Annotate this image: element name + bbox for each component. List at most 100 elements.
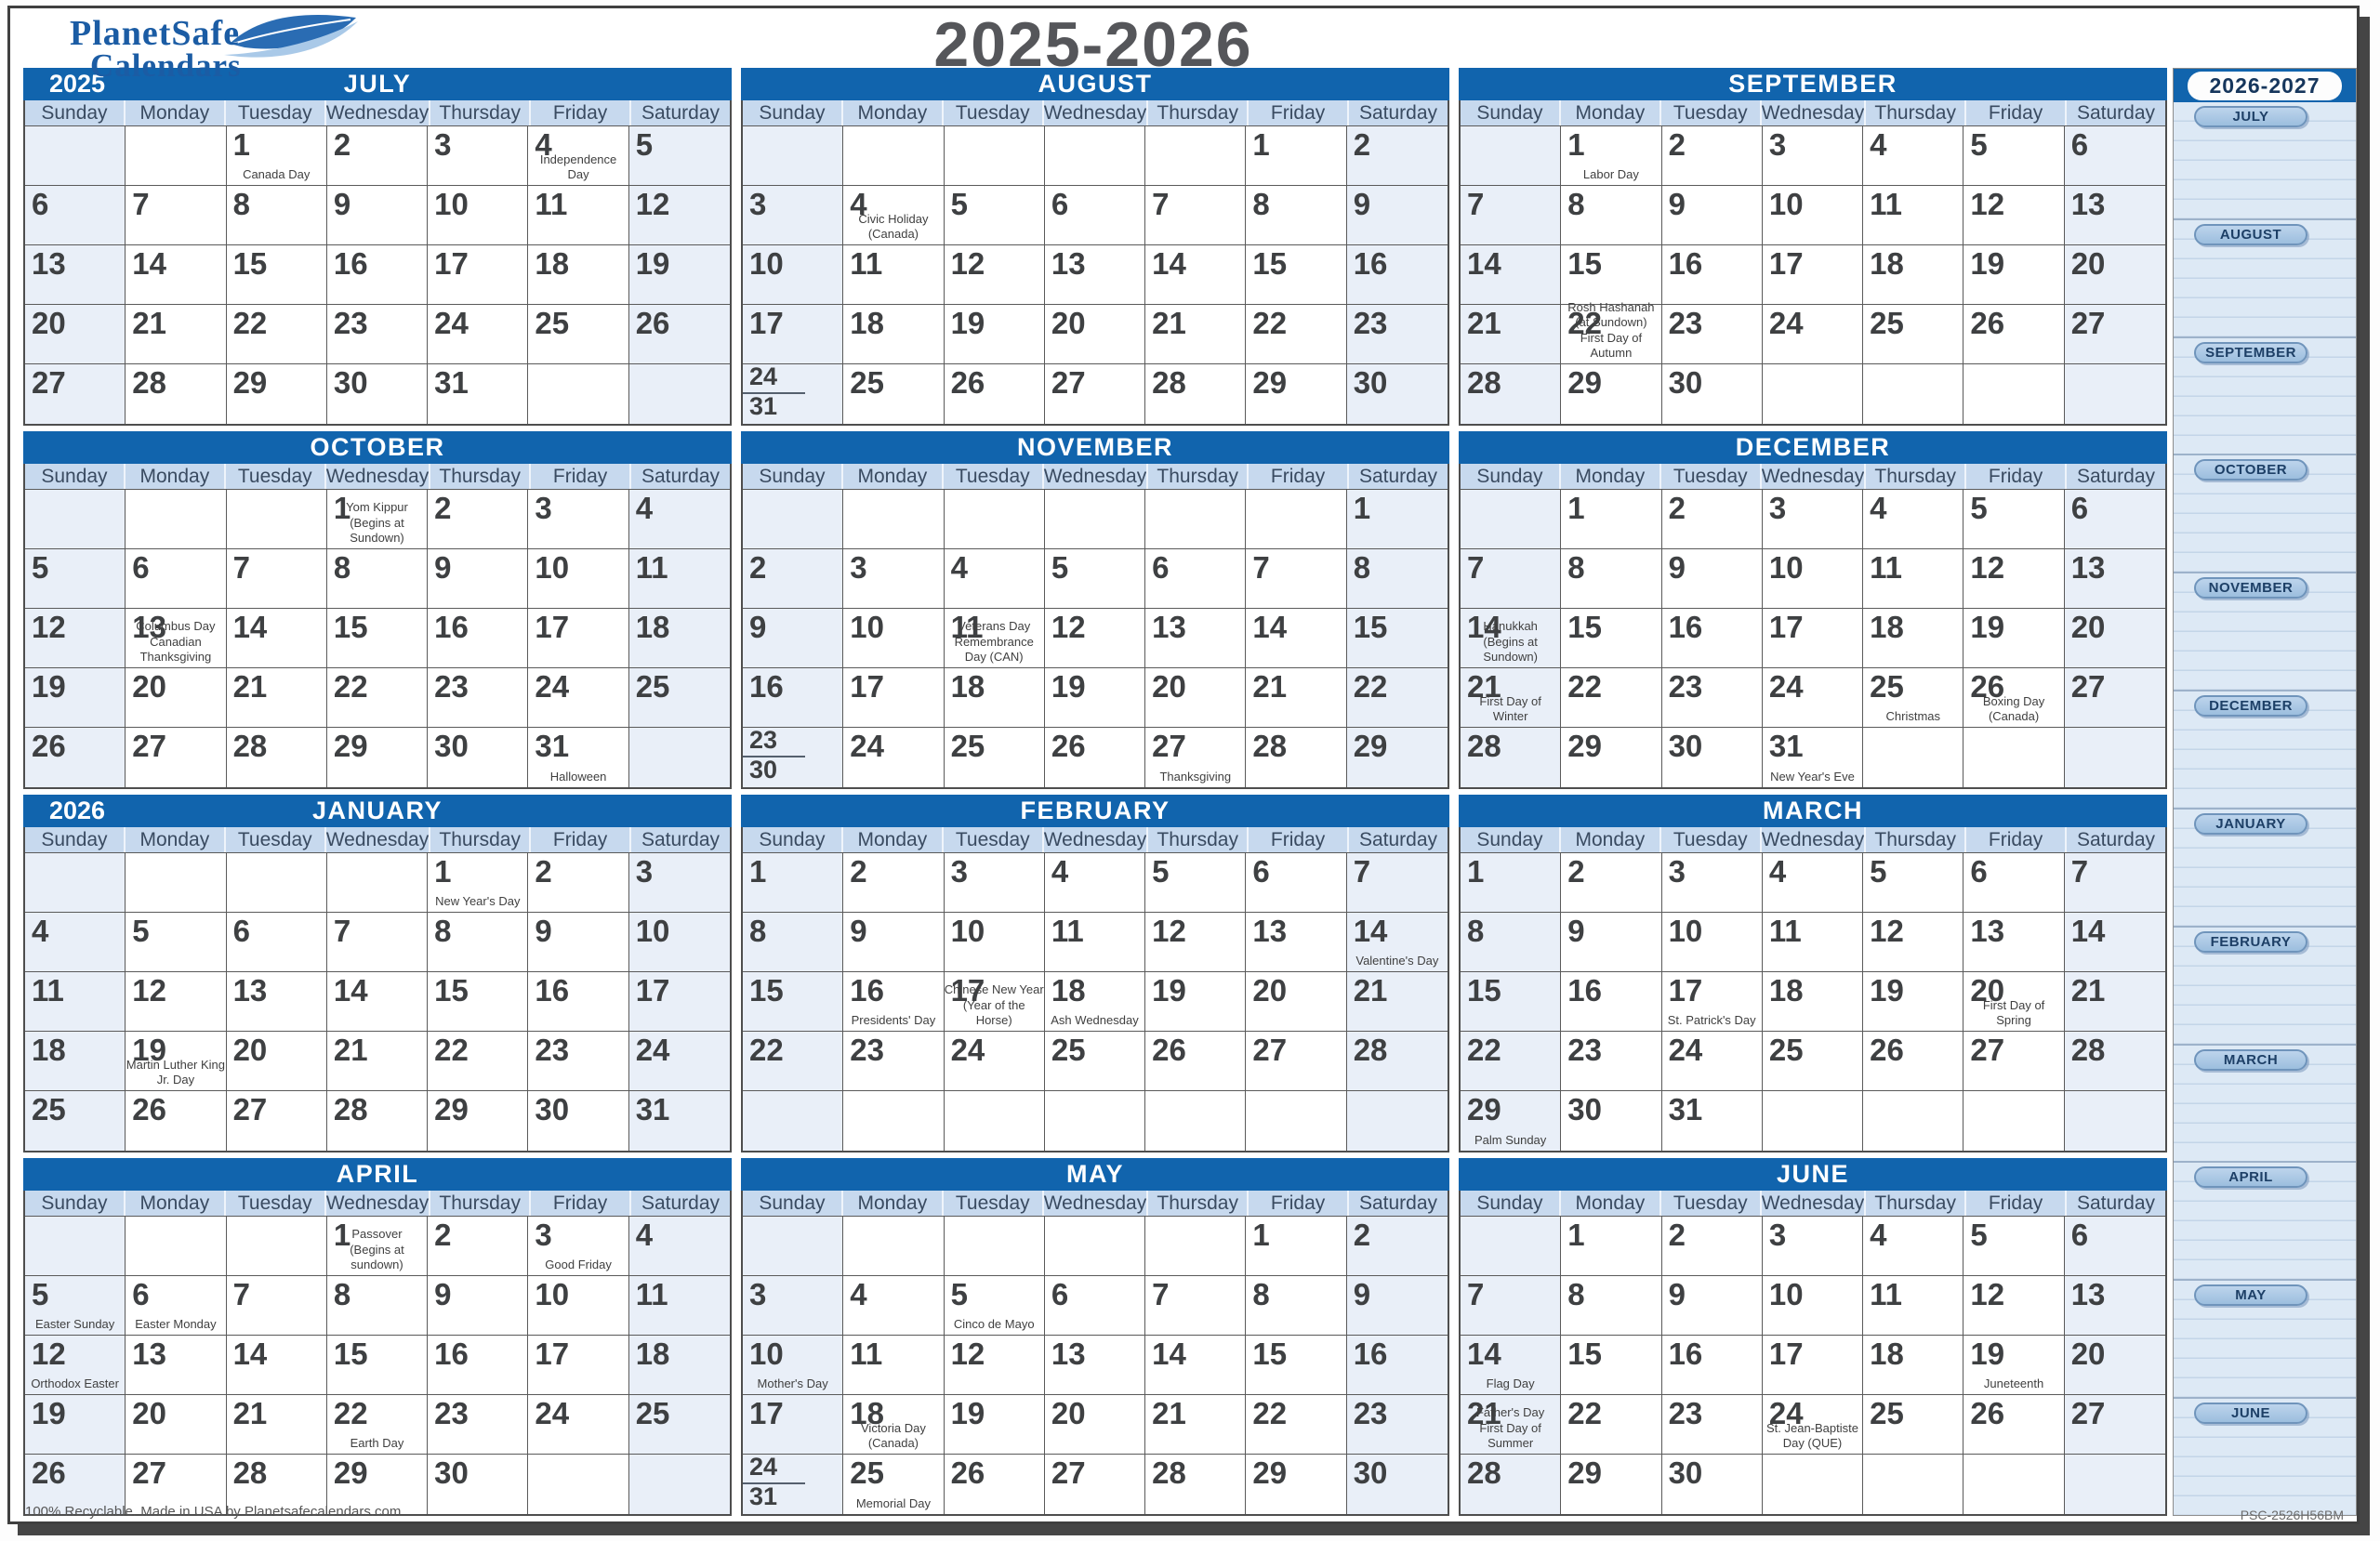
day-number: 31 [1768, 729, 1804, 763]
day-cell: 23 [326, 305, 429, 364]
day-number: 25 [535, 306, 570, 340]
day-number: 1 [333, 1218, 351, 1252]
day-cell: 25 [843, 364, 945, 424]
day-number: 2 [1353, 127, 1371, 162]
day-number: 30 [749, 756, 778, 784]
day-cell: 25 [628, 1395, 730, 1455]
day-cell: 9 [1661, 1276, 1763, 1336]
day-number: 28 [232, 729, 268, 763]
day-number: 19 [1152, 973, 1186, 1008]
day-number: 20 [132, 669, 166, 704]
day-number: 9 [1668, 550, 1686, 585]
day-cell: 21 [126, 305, 227, 364]
day-cell: 19 [25, 668, 126, 728]
day-number: 8 [434, 914, 452, 948]
day-cell: 1 Passover (Begins at sundown) [326, 1217, 429, 1276]
day-number: 27 [32, 365, 66, 400]
day-cell: 5 Easter Sunday [25, 1276, 126, 1336]
day-number: 13 [132, 610, 166, 644]
day-number: 8 [1567, 550, 1585, 585]
day-cell [1863, 728, 1964, 787]
day-number: 8 [1567, 1277, 1585, 1311]
day-number: 30 [434, 1455, 469, 1490]
day-cell: 18 [628, 1336, 730, 1395]
day-number: 22 [1567, 306, 1602, 340]
day-cell: 3 [843, 549, 945, 609]
day-cell: 26 [126, 1091, 227, 1151]
day-number: 6 [1152, 550, 1170, 585]
day-cell: 25 [528, 305, 629, 364]
day-number: 22 [1567, 669, 1602, 704]
day-cell: 10 [1661, 913, 1763, 972]
logo-line2: Calendars [90, 47, 242, 84]
day-cell: 2 [1661, 126, 1763, 186]
day-number: 14 [2070, 914, 2106, 948]
day-number: 30 [1668, 1455, 1703, 1490]
day-cell: 3 [1762, 490, 1864, 549]
day-cell: 26 [1964, 1395, 2065, 1455]
day-cell: 10 [1762, 1276, 1864, 1336]
weekday-label: Friday [529, 827, 629, 852]
day-cell: 23 [428, 1395, 529, 1455]
day-number: 22 [232, 306, 268, 340]
day-number: 25 [850, 365, 884, 400]
weekday-label: Wednesday [1041, 827, 1147, 852]
weekday-label: Tuesday [941, 100, 1042, 125]
day-cell [1964, 1455, 2065, 1514]
month-name: MAY [1065, 1160, 1125, 1188]
day-cell: 22 [326, 668, 429, 728]
day-cell: 1 [1246, 126, 1347, 186]
day-cell: 15 [1561, 609, 1662, 668]
day-cell: 29 [1246, 364, 1347, 424]
day-cell: 25 [1863, 305, 1964, 364]
day-number: 25 [1870, 1396, 1904, 1430]
day-cell: 24 [628, 1032, 730, 1091]
day-cell: 8 [428, 913, 529, 972]
day-cell: 6 [1246, 853, 1347, 913]
day-cell: 20 [1044, 305, 1146, 364]
day-cell [226, 853, 327, 913]
day-number: 13 [1051, 246, 1086, 281]
day-number: 5 [32, 550, 49, 585]
day-number: 4 [1870, 1218, 1887, 1252]
day-number: 20 [232, 1033, 268, 1067]
holiday-label: Independence Day [539, 151, 617, 181]
day-cell: 11 [1044, 913, 1146, 972]
weekday-label: Monday [1558, 1191, 1659, 1216]
day-number: 3 [1668, 854, 1686, 889]
day-cell: 2 [428, 1217, 529, 1276]
day-number: 16 [1668, 246, 1703, 281]
day-cell: 30 [1346, 1455, 1448, 1514]
day-cell: 15 [743, 972, 844, 1032]
day-number: 19 [1970, 246, 2005, 281]
month-name: AUGUST [1038, 70, 1153, 98]
day-number: 11 [950, 610, 984, 644]
day-number: 30 [333, 365, 368, 400]
day-number: 7 [1467, 550, 1485, 585]
day-cell: 22 Earth Day [326, 1395, 429, 1455]
weekday-label: Monday [123, 827, 224, 852]
day-cell: 4 Independence Day [528, 126, 629, 186]
day-cell: 19 [25, 1395, 126, 1455]
day-number: 24 [1768, 669, 1804, 704]
day-cell: 13 [1044, 1336, 1146, 1395]
day-cell: 24 [1762, 305, 1864, 364]
day-cell: 8 [1561, 549, 1662, 609]
day-number: 16 [1353, 1337, 1388, 1371]
holiday-label: Rosh Hashanah (at Sundown) First Day of … [1567, 300, 1655, 360]
holiday-label: St. Patrick's Day [1667, 1012, 1756, 1027]
day-number: 3 [1768, 1218, 1787, 1252]
day-cell: 29 [1346, 728, 1448, 787]
day-number: 27 [1252, 1033, 1288, 1067]
day-number: 17 [1768, 1337, 1804, 1371]
day-cell: 27 [126, 728, 227, 787]
day-cell: 29 [1561, 364, 1662, 424]
day-cell [628, 728, 730, 787]
day-cell: 15 [1461, 972, 1562, 1032]
day-cell [1863, 1091, 1964, 1151]
day-cell [743, 1217, 844, 1276]
day-number: 17 [950, 973, 985, 1008]
day-cell: 14 [1246, 609, 1347, 668]
day-number: 17 [1668, 973, 1703, 1008]
day-cell: 14 Hanukkah (Begins at Sundown) [1461, 609, 1562, 668]
